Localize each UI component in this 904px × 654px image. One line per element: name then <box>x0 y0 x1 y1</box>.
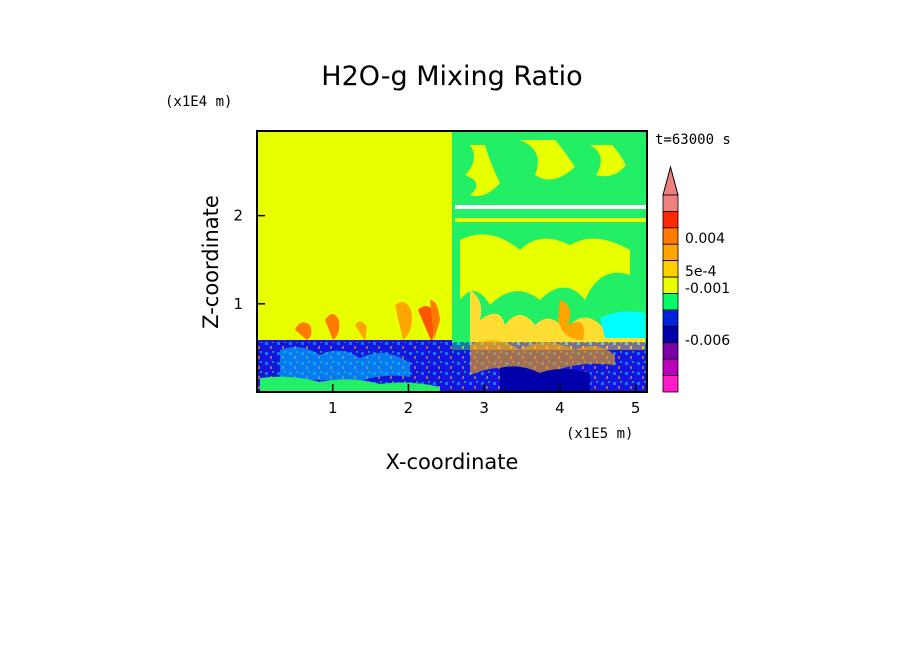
x-ticks: 1 2 3 4 5 <box>328 384 640 417</box>
x-tick-label: 3 <box>479 399 489 417</box>
x-tick-label: 5 <box>631 399 641 417</box>
chart-title: H2O-g Mixing Ratio <box>321 61 582 92</box>
colorbar-label: 5e-4 <box>685 264 717 280</box>
colorbar <box>662 165 679 393</box>
x-axis-label: X-coordinate <box>386 450 519 474</box>
plot-frame <box>256 130 648 393</box>
y-ticks: 12 <box>233 207 265 313</box>
colorbar-swatch <box>662 293 679 311</box>
y-tick-label: 1 <box>233 295 243 313</box>
x-unit-label: (x1E5 m) <box>566 426 633 442</box>
y-tick-label: 2 <box>233 207 243 225</box>
colorbar-swatch <box>662 325 679 344</box>
colorbar-swatch <box>662 227 679 245</box>
colorbar-arrow <box>662 165 679 196</box>
colorbar-label: 0.004 <box>685 231 725 247</box>
heatmap-field <box>257 131 647 392</box>
colorbar-swatch <box>662 260 679 278</box>
colorbar-swatch <box>662 194 679 212</box>
colorbar-swatch <box>662 309 679 327</box>
y-unit-label: (x1E4 m) <box>165 94 232 110</box>
colorbar-labels: 0.004 5e-4-0.001 -0.006 <box>685 231 730 349</box>
x-tick-label: 4 <box>555 399 565 417</box>
colorbar-swatch <box>662 342 679 360</box>
colorbar-swatch <box>662 358 679 376</box>
colorbar-label: -0.006 <box>685 333 730 349</box>
colorbar-swatch <box>662 243 679 262</box>
colorbar-label: -0.001 <box>685 281 730 297</box>
y-axis-label: Z-coordinate <box>199 195 223 329</box>
colorbar-swatch <box>662 211 679 229</box>
x-tick-label: 1 <box>328 399 338 417</box>
colorbar-swatch <box>662 375 679 393</box>
x-tick-label: 2 <box>404 399 414 417</box>
time-label: t=63000 s <box>655 132 731 148</box>
colorbar-swatch <box>662 276 679 294</box>
